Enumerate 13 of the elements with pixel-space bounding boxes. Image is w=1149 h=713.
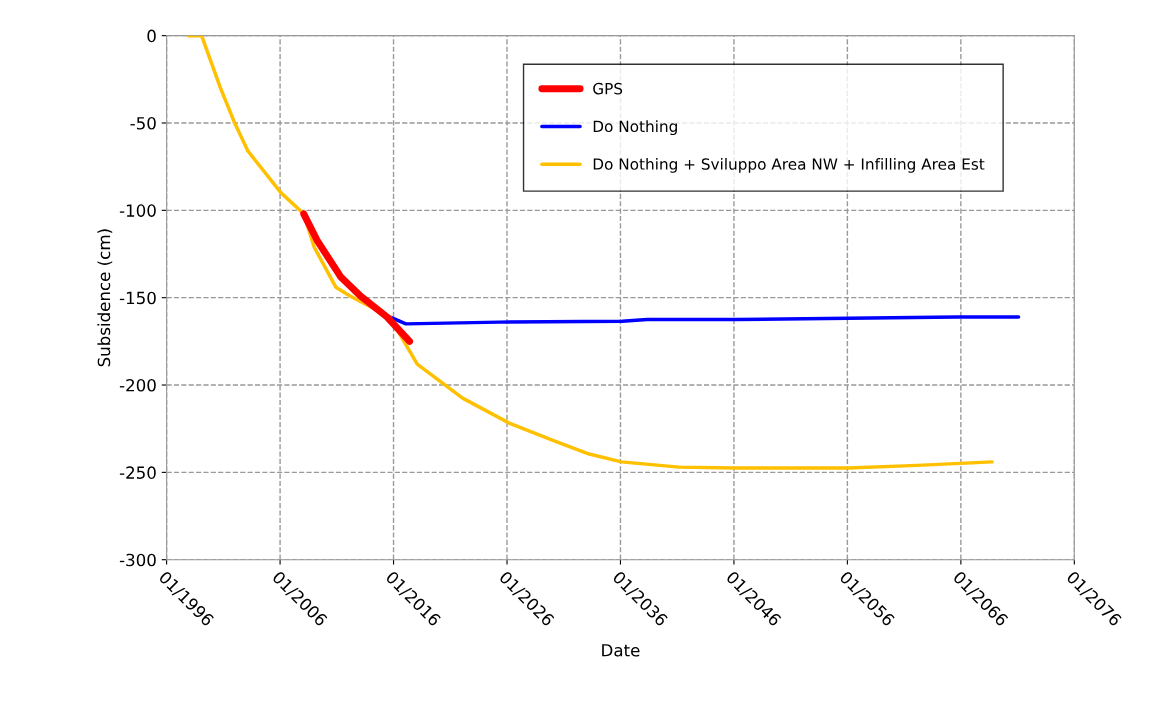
legend-label: Do Nothing + Sviluppo Area NW + Infilling Area Est — [593, 157, 985, 173]
y-tick-label: -200 — [119, 378, 156, 392]
legend-label: Do Nothing — [593, 120, 677, 136]
legend-label: GPS — [593, 82, 623, 95]
y-tick-label: 0 — [147, 29, 156, 43]
y-tick-label: -300 — [119, 553, 156, 567]
y-tick-label: -150 — [119, 291, 156, 305]
y-axis-title: Subsidence (cm) — [97, 229, 113, 367]
y-tick-label: -50 — [130, 116, 156, 130]
line-series — [186, 35, 994, 470]
y-tick-label: -250 — [119, 466, 156, 479]
x-axis-title: Date — [602, 644, 640, 657]
y-tick-label: -100 — [119, 204, 156, 217]
